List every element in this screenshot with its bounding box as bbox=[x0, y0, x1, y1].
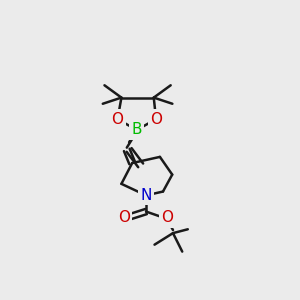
Text: O: O bbox=[162, 210, 174, 225]
Text: O: O bbox=[112, 112, 124, 127]
Text: O: O bbox=[118, 210, 130, 225]
Text: O: O bbox=[150, 112, 162, 127]
Text: N: N bbox=[140, 188, 152, 203]
Text: B: B bbox=[132, 122, 142, 137]
